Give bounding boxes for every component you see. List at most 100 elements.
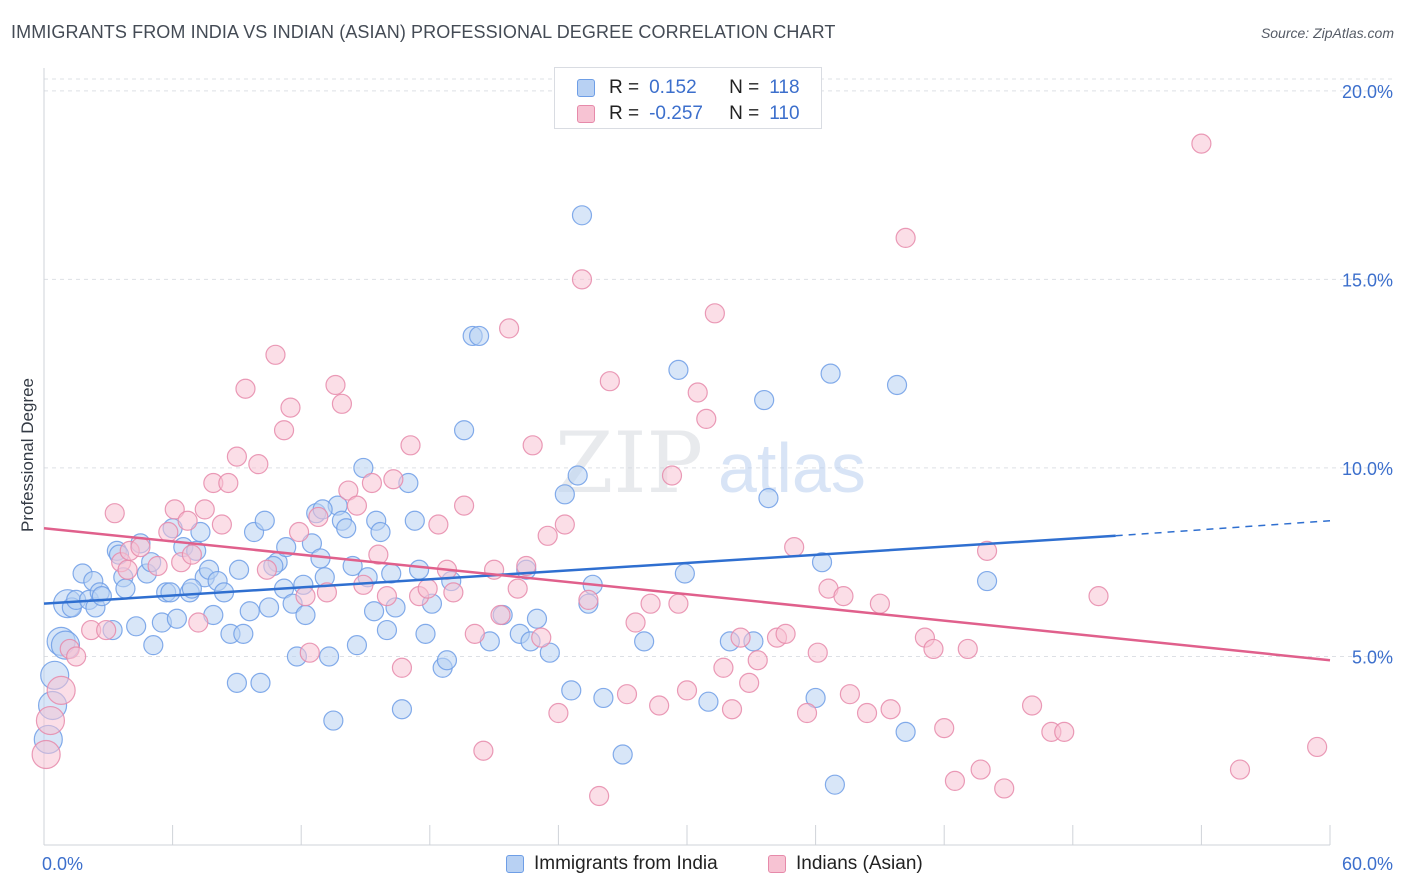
data-point bbox=[258, 597, 280, 618]
x-tick-label-min: 0.0% bbox=[42, 854, 83, 874]
data-point bbox=[796, 702, 818, 724]
data-point bbox=[361, 472, 383, 494]
y-tick-label: 15.0% bbox=[1342, 270, 1393, 290]
x-tick-label-max: 60.0% bbox=[1342, 854, 1393, 874]
data-point bbox=[417, 578, 438, 599]
data-point bbox=[880, 699, 901, 720]
data-point bbox=[265, 344, 286, 365]
data-point bbox=[288, 521, 310, 543]
y-tick-label: 20.0% bbox=[1342, 82, 1393, 102]
data-point bbox=[96, 619, 117, 641]
data-point bbox=[453, 495, 475, 516]
data-point bbox=[661, 465, 683, 486]
data-point bbox=[548, 702, 569, 724]
data-point bbox=[730, 627, 751, 648]
series-asian bbox=[31, 133, 1328, 807]
legend-row-asian: R = -0.257 N = 110 bbox=[577, 101, 800, 127]
data-point bbox=[1021, 695, 1043, 716]
data-point bbox=[713, 657, 734, 678]
data-point bbox=[336, 518, 357, 539]
data-point bbox=[957, 638, 978, 660]
data-point bbox=[589, 785, 610, 807]
data-point bbox=[490, 604, 511, 626]
bottom-legend-label-india: Immigrants from India bbox=[534, 853, 718, 874]
data-point bbox=[188, 612, 209, 633]
data-point bbox=[616, 684, 638, 705]
data-point bbox=[895, 227, 916, 249]
data-point bbox=[226, 446, 247, 467]
data-point bbox=[1307, 736, 1328, 758]
data-point bbox=[976, 540, 998, 561]
data-point bbox=[856, 702, 878, 724]
correlation-legend: R = 0.152 N = 118 R = -0.257 N = 110 bbox=[554, 67, 822, 129]
data-point bbox=[537, 525, 558, 546]
data-point bbox=[160, 582, 181, 603]
data-point bbox=[833, 586, 854, 607]
data-point bbox=[391, 699, 413, 720]
data-point bbox=[696, 408, 717, 430]
data-point bbox=[640, 593, 661, 614]
data-point bbox=[668, 593, 689, 614]
data-point bbox=[299, 642, 320, 663]
data-point bbox=[516, 555, 537, 577]
data-point bbox=[325, 374, 346, 396]
data-point bbox=[295, 586, 316, 607]
trend-line-india bbox=[43, 534, 1116, 605]
data-point bbox=[316, 582, 338, 603]
data-point bbox=[35, 705, 66, 736]
data-point bbox=[46, 675, 76, 706]
data-point bbox=[634, 631, 655, 652]
bottom-legend-label-asian: Indians (Asian) bbox=[796, 853, 923, 874]
data-point bbox=[143, 635, 164, 656]
bottom-legend-india: Immigrants from India bbox=[506, 851, 718, 877]
data-point bbox=[368, 544, 389, 565]
data-point bbox=[233, 623, 254, 644]
data-point bbox=[408, 559, 430, 580]
data-point bbox=[391, 657, 413, 678]
data-point bbox=[415, 623, 436, 644]
data-point bbox=[593, 687, 614, 709]
data-point bbox=[211, 514, 232, 535]
data-point bbox=[625, 612, 646, 633]
data-point bbox=[218, 472, 239, 494]
data-point bbox=[117, 559, 138, 580]
data-point bbox=[331, 393, 353, 414]
data-point bbox=[250, 672, 271, 693]
data-point bbox=[994, 778, 1015, 799]
data-point bbox=[895, 721, 916, 742]
data-point bbox=[507, 578, 528, 599]
data-point bbox=[158, 521, 179, 543]
data-point bbox=[353, 457, 374, 479]
data-point bbox=[754, 389, 775, 411]
data-point bbox=[805, 687, 826, 709]
data-point bbox=[453, 420, 475, 441]
data-point bbox=[468, 325, 490, 347]
data-point bbox=[280, 397, 301, 418]
data-point bbox=[886, 374, 908, 396]
bottom-legend-swatch-asian bbox=[768, 855, 786, 873]
data-point bbox=[674, 563, 695, 584]
data-point bbox=[807, 642, 828, 663]
data-point bbox=[554, 514, 575, 535]
data-point bbox=[181, 544, 202, 565]
data-point bbox=[811, 552, 833, 573]
data-point bbox=[346, 635, 368, 656]
data-point bbox=[698, 691, 719, 712]
data-point bbox=[383, 469, 404, 490]
legend-r-value: 0.152 bbox=[649, 77, 697, 98]
data-point bbox=[164, 499, 185, 520]
data-point bbox=[166, 608, 187, 629]
data-point bbox=[194, 499, 215, 520]
watermark-zip: ZIP bbox=[555, 414, 703, 512]
data-point bbox=[228, 559, 250, 580]
data-point bbox=[254, 510, 275, 531]
data-point bbox=[599, 371, 620, 392]
data-point bbox=[1054, 721, 1075, 742]
legend-swatch-india bbox=[577, 79, 595, 97]
source-credit: Source: ZipAtlas.com bbox=[1260, 25, 1394, 41]
trend-line-extension bbox=[1115, 519, 1331, 537]
data-point bbox=[976, 570, 998, 592]
data-point bbox=[1088, 586, 1109, 607]
legend-r-value: -0.257 bbox=[649, 103, 703, 124]
